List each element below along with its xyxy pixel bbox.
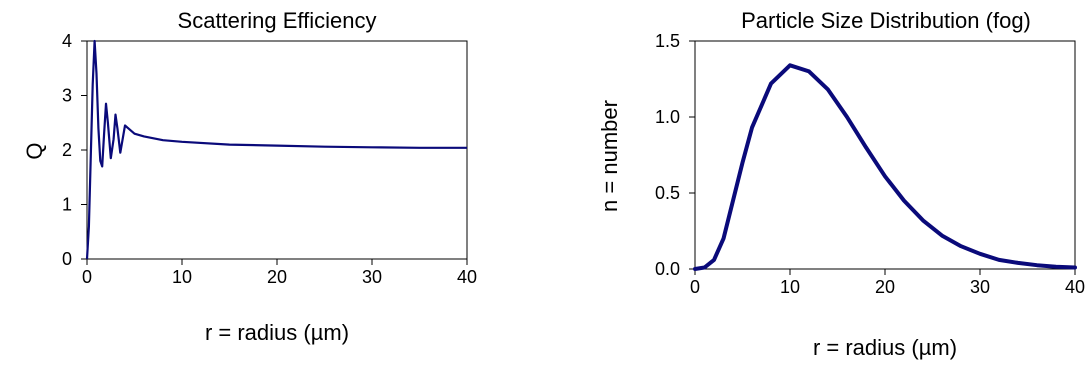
chart1-y-tick-label: 4 [62,31,72,51]
chart2-y-axis-label: n = number [597,100,622,212]
chart2-y-tick-label: 0.0 [655,259,680,279]
chart1-x-tick-label: 30 [362,267,382,287]
chart1-y-tick-label: 0 [62,249,72,269]
chart2-plot-frame [694,40,1076,270]
chart2-title: Particle Size Distribution (fog) [741,8,1031,33]
chart2-distribution-series-line [693,63,1077,271]
chart2-x-tick-label: 30 [970,277,990,297]
chart2-y-tick-label: 1.5 [655,31,680,51]
chart1-ticks: 0 10 20 30 40 0 1 2 3 4 [62,31,477,287]
chart1-y-tick-label: 2 [62,140,72,160]
chart1-y-tick-label: 1 [62,195,72,215]
chart1-y-axis-label: Q [22,142,47,159]
chart2-x-axis-label: r = radius (µm) [813,335,957,360]
chart2-x-tick-label: 0 [690,277,700,297]
chart1-x-tick-label: 20 [267,267,287,287]
chart1-y-tick-label: 3 [62,86,72,106]
chart1-x-tick-label: 40 [457,267,477,287]
chart2-x-tick-label: 40 [1065,277,1085,297]
chart2-x-tick-label: 10 [780,277,800,297]
chart2-x-tick-label: 20 [875,277,895,297]
chart2-y-tick-label: 1.0 [655,107,680,127]
chart1-plot-frame [86,40,468,260]
chart1-x-axis-label: r = radius (µm) [205,320,349,345]
chart1-x-tick-label: 10 [172,267,192,287]
chart1-x-tick-label: 0 [82,267,92,287]
scattering-efficiency-chart: Scattering Efficiency 0 10 20 30 40 0 1 2 3 4 r =… [22,8,477,345]
particle-size-distribution-chart: Particle Size Distribution (fog) 0 10 20 30… [597,8,1085,360]
chart2-y-tick-label: 0.5 [655,183,680,203]
chart2-ticks: 0 10 20 30 40 0.0 0.5 1.0 1.5 [655,31,1085,297]
chart1-title: Scattering Efficiency [178,8,377,33]
chart1-q-series-line [85,39,467,260]
